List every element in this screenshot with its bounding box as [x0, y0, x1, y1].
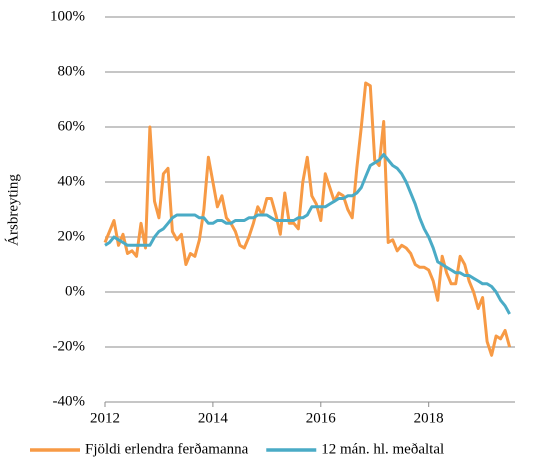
y-tick-label: -40% [53, 393, 86, 409]
y-tick-label: 80% [58, 63, 86, 79]
y-tick-label: 100% [50, 8, 85, 24]
x-tick-label: 2012 [90, 410, 120, 426]
y-tick-label: 40% [58, 173, 86, 189]
legend-label: Fjöldi erlendra ferðamanna [85, 441, 249, 457]
y-tick-label: 0% [65, 283, 85, 299]
y-tick-label: 20% [58, 228, 86, 244]
y-axis-label: Ársbreyting [4, 174, 21, 246]
x-tick-label: 2016 [306, 410, 337, 426]
y-tick-label: -20% [53, 338, 86, 354]
series-line [104, 153, 511, 315]
x-tick-label: 2014 [198, 410, 229, 426]
series-line [103, 81, 512, 357]
legend-label: 12 mán. hl. meðaltal [321, 441, 444, 457]
x-tick-label: 2018 [414, 410, 444, 426]
y-tick-label: 60% [58, 118, 86, 134]
